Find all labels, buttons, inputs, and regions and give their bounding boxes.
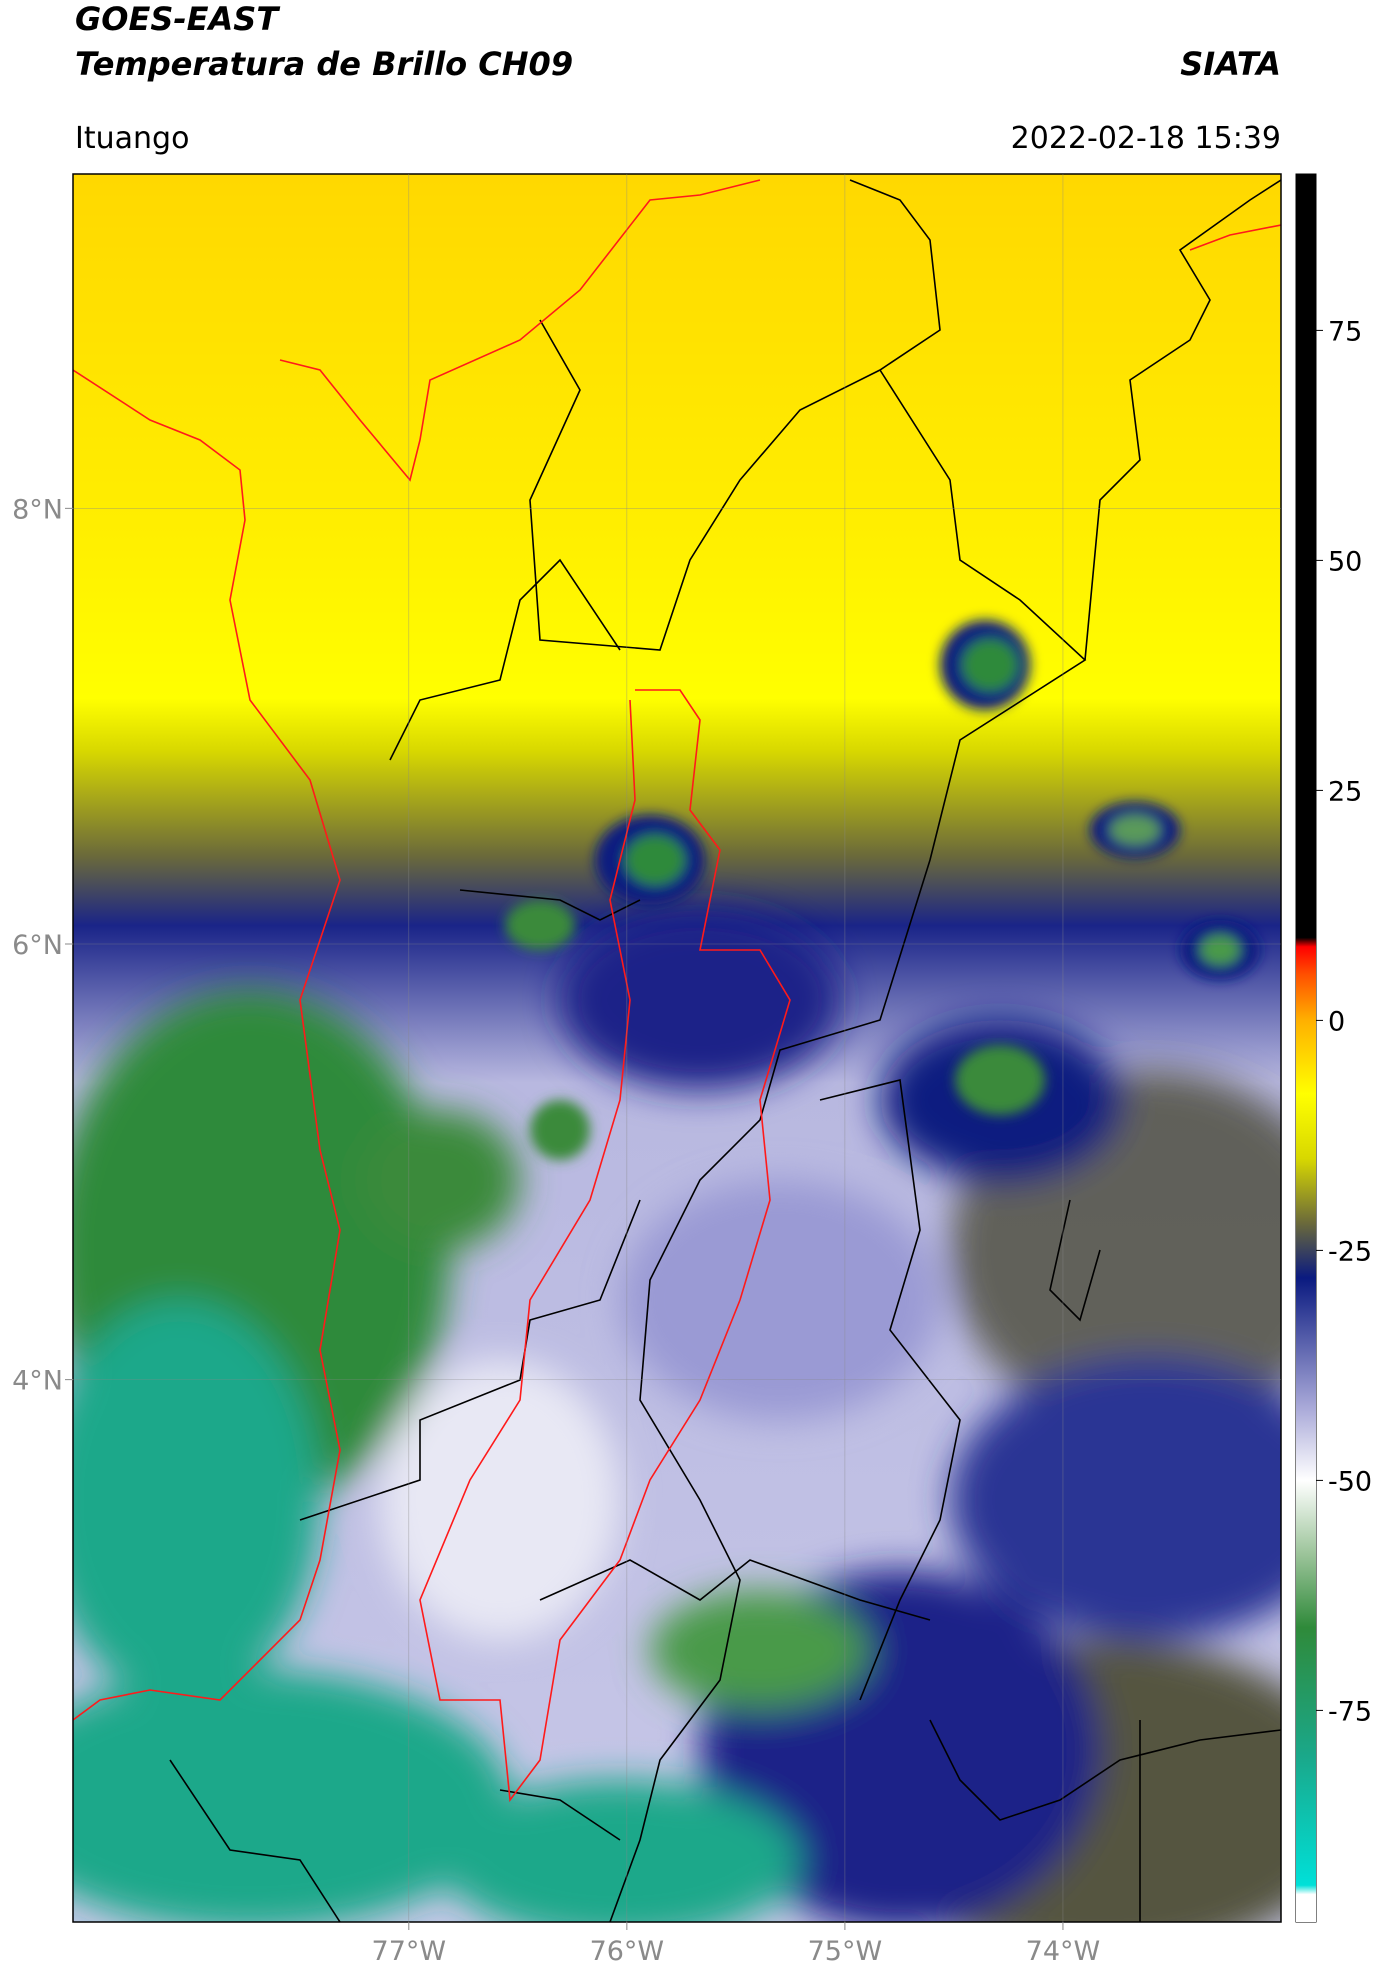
x-tick-label: 74°W bbox=[1026, 1936, 1101, 1967]
satellite-image bbox=[73, 174, 1281, 1922]
location: Ituango bbox=[75, 121, 189, 156]
y-tick-label: 6°N bbox=[12, 930, 63, 961]
colorbar bbox=[1296, 174, 1316, 1922]
colorbar-tick-label: -75 bbox=[1328, 1696, 1372, 1727]
x-tick-label: 75°W bbox=[808, 1936, 883, 1967]
colorbar-tick-label: -50 bbox=[1328, 1466, 1372, 1497]
x-tick-label: 76°W bbox=[590, 1936, 665, 1967]
map-frame bbox=[72, 173, 1282, 1923]
colorbar-tick-label: 75 bbox=[1328, 316, 1362, 347]
y-tick-label: 8°N bbox=[12, 494, 63, 525]
subtitle: Temperatura de Brillo CH09 bbox=[75, 45, 573, 83]
colorbar-tick-label: 50 bbox=[1328, 546, 1362, 577]
colorbar-tick-label: 0 bbox=[1328, 1006, 1345, 1037]
timestamp: 2022-02-18 15:39 bbox=[1011, 121, 1281, 156]
source: SIATA bbox=[1180, 45, 1281, 83]
colorbar-tick-label: 25 bbox=[1328, 776, 1362, 807]
colorbar-tick-label: -25 bbox=[1328, 1236, 1372, 1267]
x-tick-label: 77°W bbox=[372, 1936, 447, 1967]
title: GOES-EAST bbox=[75, 0, 280, 38]
y-tick-label: 4°N bbox=[12, 1366, 63, 1397]
